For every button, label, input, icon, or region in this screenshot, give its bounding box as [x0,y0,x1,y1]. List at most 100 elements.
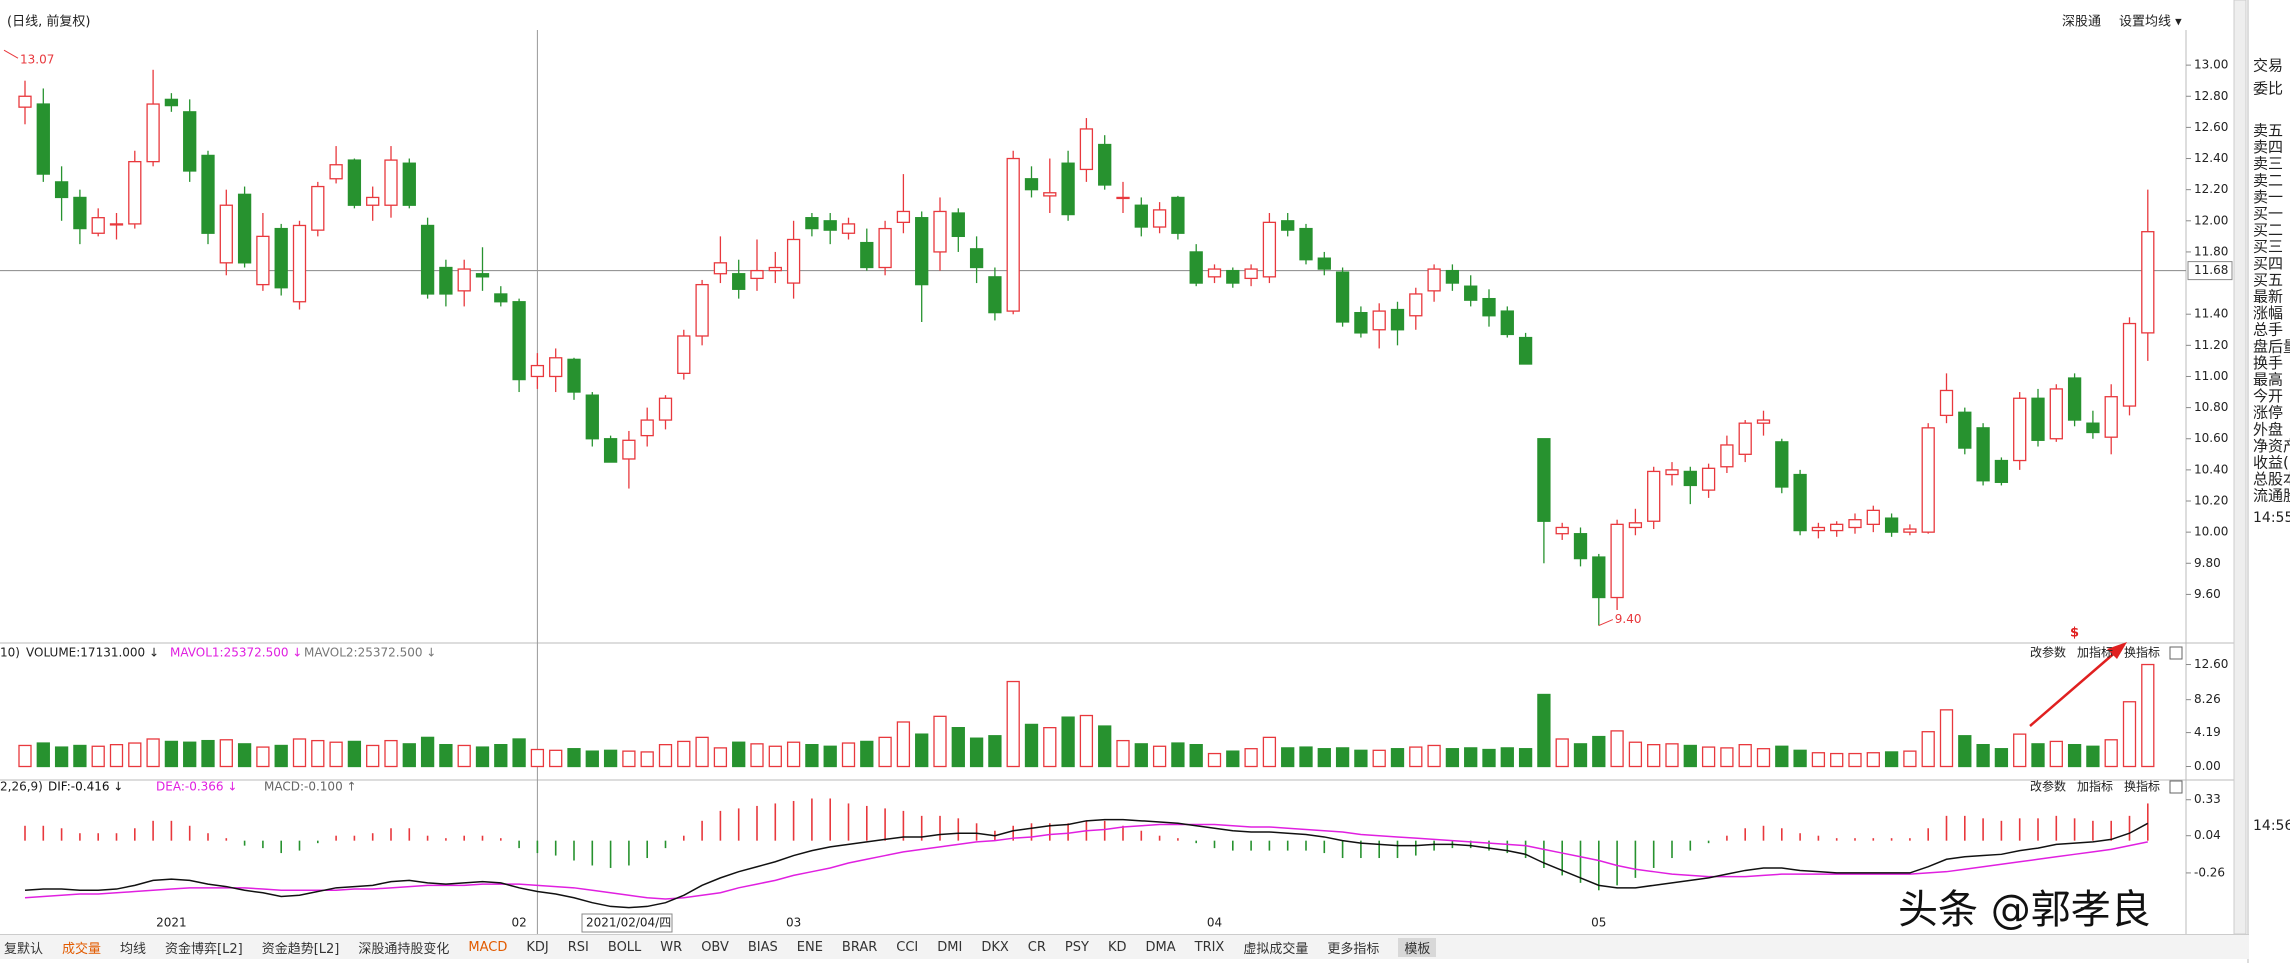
volume-bar [768,745,782,768]
indicator-tab[interactable]: TRIX [1194,939,1225,955]
volume-bar [1830,752,1844,768]
candle-body [1537,438,1551,522]
ma-settings[interactable]: 设置均线 ▾ [2119,15,2182,30]
candle-body [713,262,728,275]
candle-body [18,95,32,108]
indicator-tab[interactable]: CCI [896,939,919,955]
volume-bar [658,744,673,768]
volume-bar [969,737,984,768]
candle-body [878,227,892,269]
volume-bar [1775,745,1789,768]
crosshair-label: 2021/02/04/四 [586,916,671,930]
volume-bar [1152,745,1167,768]
volume-bar [1390,748,1405,768]
indicator-tab[interactable]: 虚拟成交量 [1243,941,1309,957]
volume-bar [1079,714,1094,768]
volume-bar [1793,749,1807,768]
indicator-tab[interactable]: KDJ [526,939,549,955]
volume-bar [732,741,746,768]
candle-body [2141,231,2155,334]
panel-row-label: 总手 [2253,321,2283,339]
volume-bar [256,746,270,768]
indicator-tab[interactable]: 成交量 [62,941,102,957]
volume-bar [292,738,307,768]
indicator-tab[interactable]: 复默认 [4,941,44,957]
indicator-tab[interactable]: BIAS [747,939,778,955]
volume-bar [622,750,636,768]
pane-button[interactable]: 加指标 [2077,779,2113,794]
candle-body [786,238,801,284]
pane-close[interactable] [2169,780,2183,794]
indicator-tab[interactable]: 深股通持股变化 [358,941,450,957]
candle-body [1281,220,1295,231]
volume-bar [1262,736,1277,768]
candle-body [2013,397,2027,462]
volume-bar [1207,752,1222,768]
indicator-tab[interactable]: CR [1027,939,1046,955]
y-tick-label: 11.40 [2194,307,2228,321]
volume-bar [164,740,179,768]
indicator-tab[interactable]: DKX [981,939,1009,955]
x-tick-label: 05 [1591,916,1606,930]
indicator-tab[interactable]: DMA [1145,939,1176,955]
indicator-tab[interactable]: OBV [701,939,729,955]
volume-bar [786,741,801,768]
legend-item: DEA:-0.366 ↓ [156,780,237,794]
macd-line [24,823,2148,900]
candle-body [1939,389,1954,417]
volume-bar [860,740,874,768]
volume-bar [567,748,581,768]
indicator-tab[interactable]: WR [660,939,683,955]
volume-bar [183,741,197,768]
y-tick-label: 11.20 [2194,338,2228,352]
indicator-tab[interactable]: PSY [1064,939,1089,955]
indicator-tab[interactable]: 均线 [120,941,147,957]
pane-close[interactable] [2169,646,2183,660]
pane-button[interactable]: 加指标 [2077,645,2113,660]
indicator-tab[interactable]: 模板 [1398,937,1437,957]
volume-bar [2031,743,2045,768]
indicator-tab[interactable]: 资金博弈[L2] [165,941,243,957]
pane-button[interactable]: 换指标 [2124,645,2160,660]
indicator-tab[interactable]: KD [1107,939,1127,955]
indicator-tab[interactable]: RSI [567,939,589,955]
y-tick-label: 10.00 [2194,525,2228,539]
panel-row-label: 卖五 [2253,122,2283,140]
volume-bar [585,750,599,768]
panel-row-label: 卖二 [2253,171,2283,189]
indicator-tab[interactable]: DMI [937,939,963,955]
sgt-link[interactable]: 深股通 [2062,15,2101,30]
indicator-tab[interactable]: ENE [796,939,823,955]
candle-body [549,357,563,378]
volume-bar [1628,741,1643,768]
panel-header: 委比 [2253,80,2283,98]
pane-button[interactable]: 改参数 [2030,779,2066,794]
candle-body [1683,470,1697,487]
panel-row-label: 买四 [2253,254,2283,272]
y-tick-label: -0.26 [2194,865,2225,879]
pane-button[interactable]: 改参数 [2030,645,2066,660]
y-tick-label: 0.00 [2194,759,2221,773]
volume-bar [494,744,508,768]
panel-time: 14:56 [2253,818,2290,834]
candle-body [1738,422,1752,455]
candle-body [1701,467,1716,491]
indicator-tab[interactable]: MACD [468,939,508,955]
candle-body [1994,459,2009,483]
panel-row-label: 卖四 [2253,138,2283,156]
indicator-tab[interactable]: BRAR [841,939,878,955]
indicator-tab[interactable]: BOLL [607,939,642,955]
indicator-tab[interactable]: 资金趋势[L2] [261,941,340,957]
x-tick-label: 03 [786,916,801,930]
min-pointer [1598,619,1613,627]
volume-bar [1482,748,1496,768]
volume-bar [402,743,416,768]
candle-body [530,364,545,378]
candle-body [1006,157,1020,312]
indicator-tab[interactable]: 更多指标 [1327,941,1380,957]
volume-bar [1171,742,1185,768]
pane-button[interactable]: 换指标 [2124,779,2160,794]
volume-bar [128,742,142,768]
panel-row-label: 卖三 [2253,155,2283,173]
candle-body [439,266,453,295]
